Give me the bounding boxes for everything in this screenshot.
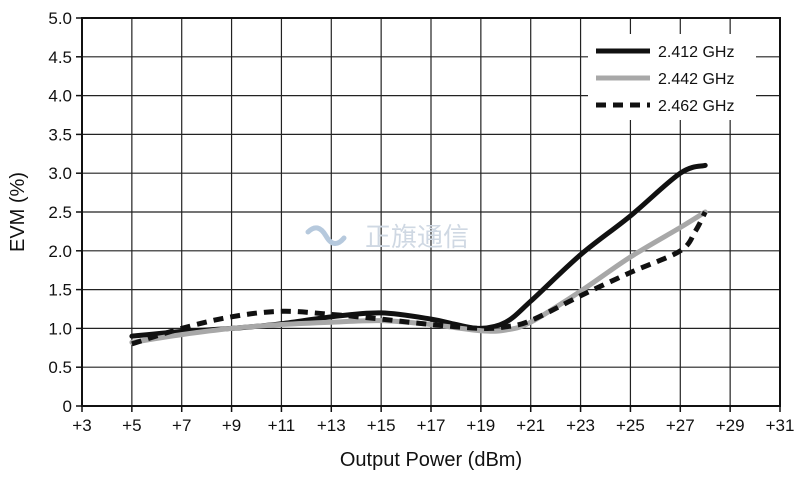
x-tick-label: +15 — [367, 416, 396, 435]
watermark: 正旗通信 — [305, 223, 469, 253]
legend-label-3: 2.462 GHz — [658, 98, 734, 115]
x-tick-label: +19 — [466, 416, 495, 435]
y-tick-labels: 0 0.5 1.0 1.5 2.0 2.5 3.0 3.5 4.0 4.5 5.0 — [48, 9, 82, 416]
legend-label-2: 2.442 GHz — [658, 71, 734, 88]
y-tick-label: 3.5 — [48, 125, 72, 144]
x-tick-label: +3 — [72, 416, 91, 435]
x-tick-label: +23 — [566, 416, 595, 435]
legend: 2.412 GHz 2.442 GHz 2.462 GHz — [588, 34, 756, 120]
x-axis-label: Output Power (dBm) — [340, 449, 522, 471]
x-tick-label: +31 — [766, 416, 795, 435]
watermark-logo-icon — [305, 225, 347, 246]
x-tick-label: +29 — [716, 416, 745, 435]
y-tick-label: 0.5 — [48, 358, 72, 377]
x-tick-label: +25 — [616, 416, 645, 435]
x-tick-labels: +3 +5 +7 +9 +11 +13 +15 +17 +19 +21 +23 +25 +27 +29 +3… — [72, 406, 794, 435]
y-tick-label: 0 — [63, 397, 72, 416]
y-tick-label: 4.0 — [48, 87, 72, 106]
x-tick-label: +13 — [317, 416, 346, 435]
y-axis-label: EVM (%) — [7, 172, 29, 252]
y-tick-label: 2.5 — [48, 203, 72, 222]
x-tick-label: +17 — [417, 416, 446, 435]
x-tick-label: +5 — [122, 416, 141, 435]
watermark-text: 正旗通信 — [365, 223, 469, 253]
y-tick-label: 1.5 — [48, 281, 72, 300]
x-tick-label: +21 — [516, 416, 545, 435]
x-tick-label: +7 — [172, 416, 191, 435]
y-tick-label: 1.0 — [48, 319, 72, 338]
x-tick-label: +11 — [268, 416, 296, 435]
y-tick-label: 5.0 — [48, 9, 72, 28]
series-lines — [129, 162, 708, 347]
y-tick-label: 2.0 — [48, 242, 72, 261]
legend-label-1: 2.412 GHz — [658, 44, 734, 61]
y-tick-label: 3.0 — [48, 164, 72, 183]
y-tick-label: 4.5 — [48, 48, 72, 67]
x-tick-label: +9 — [222, 416, 241, 435]
x-tick-label: +27 — [666, 416, 695, 435]
